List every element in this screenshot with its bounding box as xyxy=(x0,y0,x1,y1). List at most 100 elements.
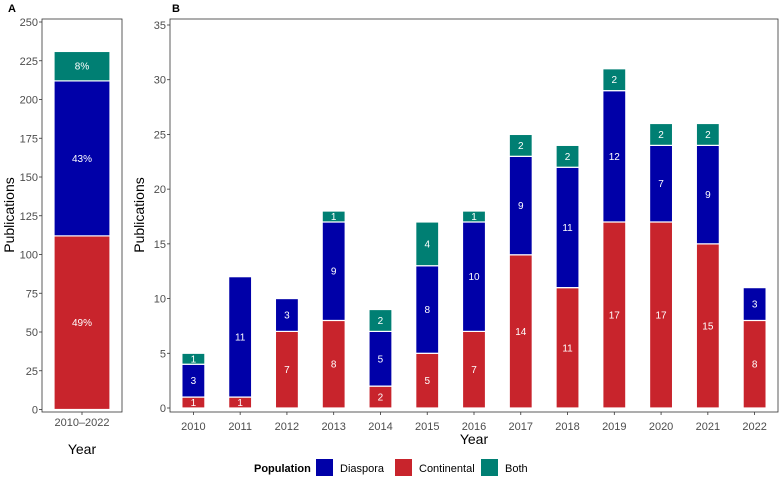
bar-label-diaspora-2010: 3 xyxy=(191,376,197,387)
bar-label-diaspora-2011: 11 xyxy=(235,332,246,343)
panel-b-ytick-label: 25 xyxy=(154,129,166,141)
panel-b-x-axis: 2010 2011 2012 2013 2014 2015 2016 2017 2018 2019… xyxy=(181,412,767,433)
legend-swatch-continental xyxy=(395,459,412,476)
panel-a-ytick-label: 0 xyxy=(32,405,38,417)
panel-b-xtick-label: 2010 xyxy=(181,421,205,433)
panel-a-ytick-label: 150 xyxy=(20,172,38,184)
bar-label-both-2021: 2 xyxy=(705,130,711,141)
bar-label-both-2017: 2 xyxy=(518,141,524,152)
panel-a-bars: 49% 43% 8% xyxy=(53,50,111,411)
panel-a-x-title: Year xyxy=(68,441,97,457)
panel-a-y-axis: 0 25 50 75 100 125 150 175 200 225 250 xyxy=(20,17,42,417)
bar-both-2014 xyxy=(368,308,393,332)
panel-b-ytick-label: 20 xyxy=(154,184,166,196)
bar-label-both-2018: 2 xyxy=(565,152,571,163)
bar-diaspora-2022 xyxy=(742,287,767,322)
panel-b-xtick-label: 2011 xyxy=(228,421,252,433)
panel-b-y-axis: 0 5 10 15 20 25 30 35 xyxy=(154,20,170,415)
panel-b-xtick-label: 2022 xyxy=(742,421,766,433)
panel-a-ytick-label: 75 xyxy=(26,288,38,300)
panel-b-xtick-label: 2020 xyxy=(649,421,673,433)
bar-label-diaspora-2016: 10 xyxy=(468,272,480,283)
bar-continental-2010-2022 xyxy=(53,235,111,411)
bar-label-diaspora-2012: 3 xyxy=(284,310,290,321)
panel-b-bars: 1311117389125258471011492111121712217721… xyxy=(181,68,767,409)
panel-b-ytick-label: 35 xyxy=(154,20,166,32)
bar-label-both-2010-2022: 8% xyxy=(75,62,90,73)
bar-label-both-2015: 4 xyxy=(424,239,430,250)
panel-b-xtick-label: 2014 xyxy=(368,421,392,433)
panel-b-tag: B xyxy=(172,3,180,15)
legend-swatch-both xyxy=(481,459,498,476)
bar-label-continental-2014: 2 xyxy=(378,393,384,404)
bar-both-2013 xyxy=(321,210,346,223)
bar-label-continental-2018: 11 xyxy=(562,343,573,354)
bar-label-both-2014: 2 xyxy=(378,316,384,327)
bar-both-2017 xyxy=(508,133,533,157)
bar-label-continental-2013: 8 xyxy=(331,360,337,371)
bar-label-continental-2015: 5 xyxy=(424,376,430,387)
bar-label-continental-2020: 17 xyxy=(656,310,668,321)
bar-label-diaspora-2013: 9 xyxy=(331,267,337,278)
bar-both-2010-2022 xyxy=(53,50,111,82)
legend-label-diaspora: Diaspora xyxy=(340,463,385,475)
bar-both-2016 xyxy=(461,210,487,223)
panel-a-ytick-label: 250 xyxy=(20,17,38,29)
bar-both-2010 xyxy=(181,352,206,365)
panel-a-tag: A xyxy=(8,3,16,15)
panel-a-ytick-label: 125 xyxy=(20,211,38,223)
bar-label-continental-2010-2022: 49% xyxy=(72,318,92,329)
bar-label-both-2020: 2 xyxy=(658,130,664,141)
panel-a-xtick-label: 2010–2022 xyxy=(54,417,109,429)
panel-b-xtick-label: 2019 xyxy=(602,421,626,433)
bar-label-continental-2012: 7 xyxy=(284,365,290,376)
panel-a-x-axis: 2010–2022 xyxy=(54,412,110,429)
bar-both-2019 xyxy=(602,68,627,92)
bar-both-2020 xyxy=(648,122,674,146)
bar-label-both-2010: 1 xyxy=(191,354,197,365)
panel-b-y-title: Publications xyxy=(131,177,147,253)
legend: Population Diaspora Continental Both xyxy=(254,459,528,476)
bar-label-continental-2017: 14 xyxy=(515,327,527,338)
panel-b-xtick-label: 2017 xyxy=(509,421,533,433)
panel-a-ytick-label: 225 xyxy=(20,56,38,68)
panel-a-ytick-label: 25 xyxy=(26,366,38,378)
panel-a-ytick-label: 175 xyxy=(20,133,38,145)
panel-b-x-title: Year xyxy=(460,431,489,447)
legend-title: Population xyxy=(254,463,311,475)
bar-label-continental-2011: 1 xyxy=(237,398,243,409)
bar-label-continental-2016: 7 xyxy=(471,365,477,376)
bar-label-both-2019: 2 xyxy=(612,75,618,86)
panel-b-xtick-label: 2021 xyxy=(696,421,720,433)
bar-label-continental-2022: 8 xyxy=(752,360,758,371)
bar-both-2021 xyxy=(695,122,720,146)
legend-label-both: Both xyxy=(505,463,528,475)
bar-both-2015 xyxy=(415,221,440,267)
bar-label-diaspora-2018: 11 xyxy=(562,223,573,234)
bar-label-both-2016: 1 xyxy=(471,212,477,223)
bar-label-diaspora-2010-2022: 43% xyxy=(72,154,92,165)
panel-a-ytick-label: 200 xyxy=(20,95,38,107)
bar-label-continental-2021: 15 xyxy=(702,321,714,332)
panel-b-ytick-label: 0 xyxy=(160,403,166,415)
bar-label-diaspora-2022: 3 xyxy=(752,300,758,311)
panel-a-ytick-label: 50 xyxy=(26,327,38,339)
panel-b-ytick-label: 15 xyxy=(154,239,166,251)
bar-diaspora-2011 xyxy=(228,276,253,398)
bar-diaspora-2012 xyxy=(274,297,300,333)
panel-a-y-title: Publications xyxy=(1,177,17,253)
panel-b-xtick-label: 2016 xyxy=(462,421,486,433)
panel-b-xtick-label: 2012 xyxy=(275,421,299,433)
panel-a-ytick-label: 100 xyxy=(20,250,38,262)
legend-swatch-diaspora xyxy=(316,459,333,476)
bar-both-2018 xyxy=(555,144,580,168)
legend-label-continental: Continental xyxy=(419,463,475,475)
panel-b-ytick-label: 10 xyxy=(154,294,166,306)
panel-b-xtick-label: 2018 xyxy=(555,421,579,433)
bar-label-both-2013: 1 xyxy=(331,212,337,223)
panel-b-ytick-label: 30 xyxy=(154,75,166,87)
bar-label-diaspora-2019: 12 xyxy=(609,152,621,163)
bar-label-diaspora-2014: 5 xyxy=(378,354,384,365)
